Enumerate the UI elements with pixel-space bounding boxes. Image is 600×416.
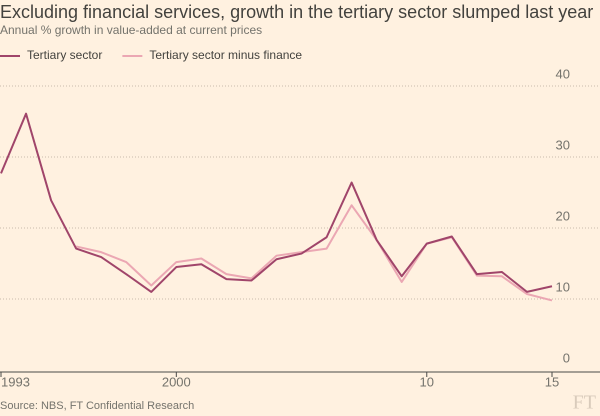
x-tick-label: 2000 bbox=[162, 374, 191, 389]
chart-title: Excluding financial services, growth in … bbox=[0, 2, 593, 22]
chart-subtitle: Annual % growth in value-added at curren… bbox=[0, 23, 262, 37]
x-tick-label: 10 bbox=[420, 374, 434, 389]
series-line bbox=[0, 112, 553, 293]
legend-label: Tertiary sector bbox=[27, 48, 102, 62]
y-tick-label: 20 bbox=[556, 208, 570, 223]
y-tick-label: 0 bbox=[563, 350, 570, 365]
source: Source: NBS, FT Confidential Research bbox=[0, 400, 194, 412]
x-tick-label: 15 bbox=[545, 374, 559, 389]
y-tick-label: 40 bbox=[556, 66, 570, 81]
y-tick-label: 10 bbox=[556, 279, 570, 294]
logo: FT bbox=[573, 392, 596, 414]
y-tick-label: 30 bbox=[556, 137, 570, 152]
x-tick-label: 1993 bbox=[1, 374, 30, 389]
legend-label: Tertiary sector minus finance bbox=[149, 48, 302, 62]
